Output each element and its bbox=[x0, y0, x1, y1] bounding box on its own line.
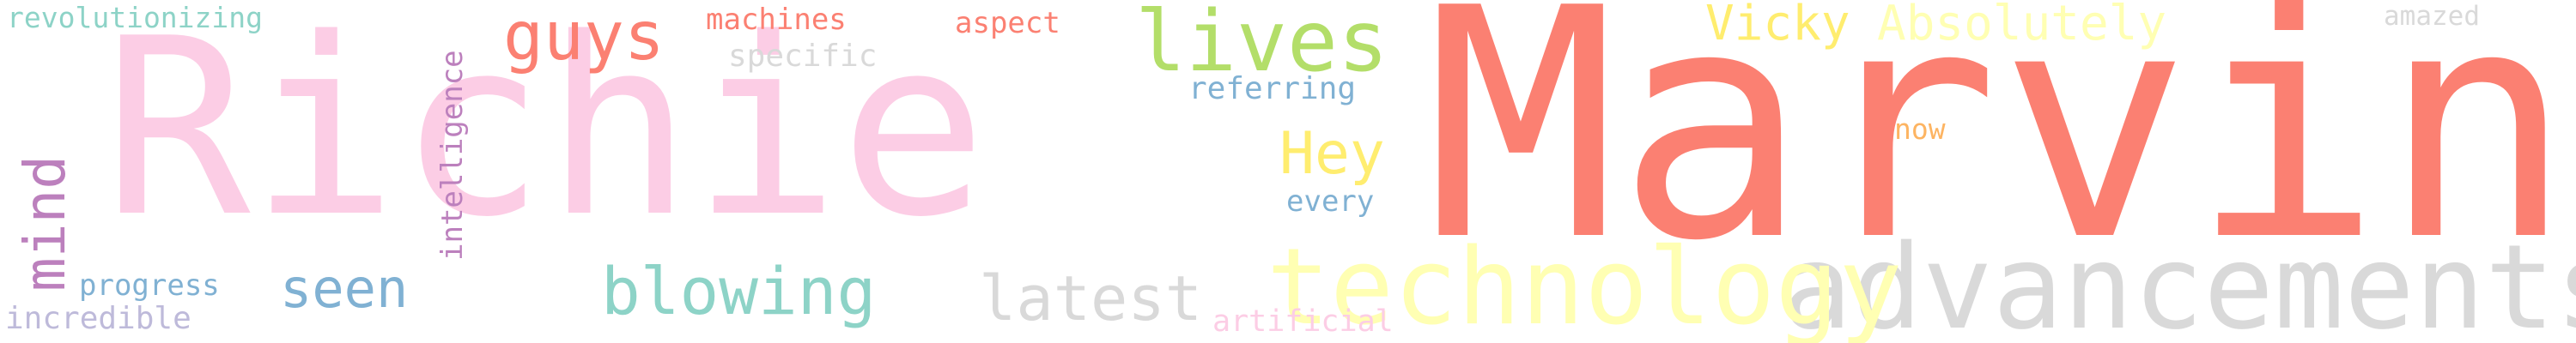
word-mind: mind bbox=[12, 155, 78, 292]
word-machines: machines bbox=[706, 3, 847, 37]
word-lives: lives bbox=[1135, 0, 1389, 91]
word-intelligence: intelligence bbox=[435, 50, 470, 261]
word-latest: latest bbox=[979, 262, 1203, 334]
word-hey: Hey bbox=[1279, 120, 1385, 188]
word-absolutely: Absolutely bbox=[1877, 0, 2167, 51]
word-every: every bbox=[1286, 184, 1375, 219]
word-richie: Richie bbox=[103, 0, 987, 271]
word-amazed: amazed bbox=[2384, 1, 2480, 32]
word-vicky: Vicky bbox=[1705, 0, 1850, 51]
word-aspect: aspect bbox=[955, 6, 1060, 40]
word-blowing: blowing bbox=[601, 253, 877, 329]
word-revolutionizing: revolutionizing bbox=[7, 1, 264, 34]
word-specific: specific bbox=[728, 39, 878, 74]
word-guys: guys bbox=[503, 0, 665, 75]
word-seen: seen bbox=[280, 257, 409, 320]
word-technology: technology bbox=[1267, 226, 1903, 343]
word-marvin: Marvin bbox=[1425, 0, 2573, 310]
word-incredible: incredible bbox=[5, 301, 191, 336]
word-now: now bbox=[1894, 112, 1946, 146]
word-advancements: advancements bbox=[1782, 220, 2576, 343]
word-referring: referring bbox=[1188, 71, 1357, 106]
word-progress: progress bbox=[79, 268, 220, 303]
word-artificial: artificial bbox=[1212, 304, 1394, 339]
